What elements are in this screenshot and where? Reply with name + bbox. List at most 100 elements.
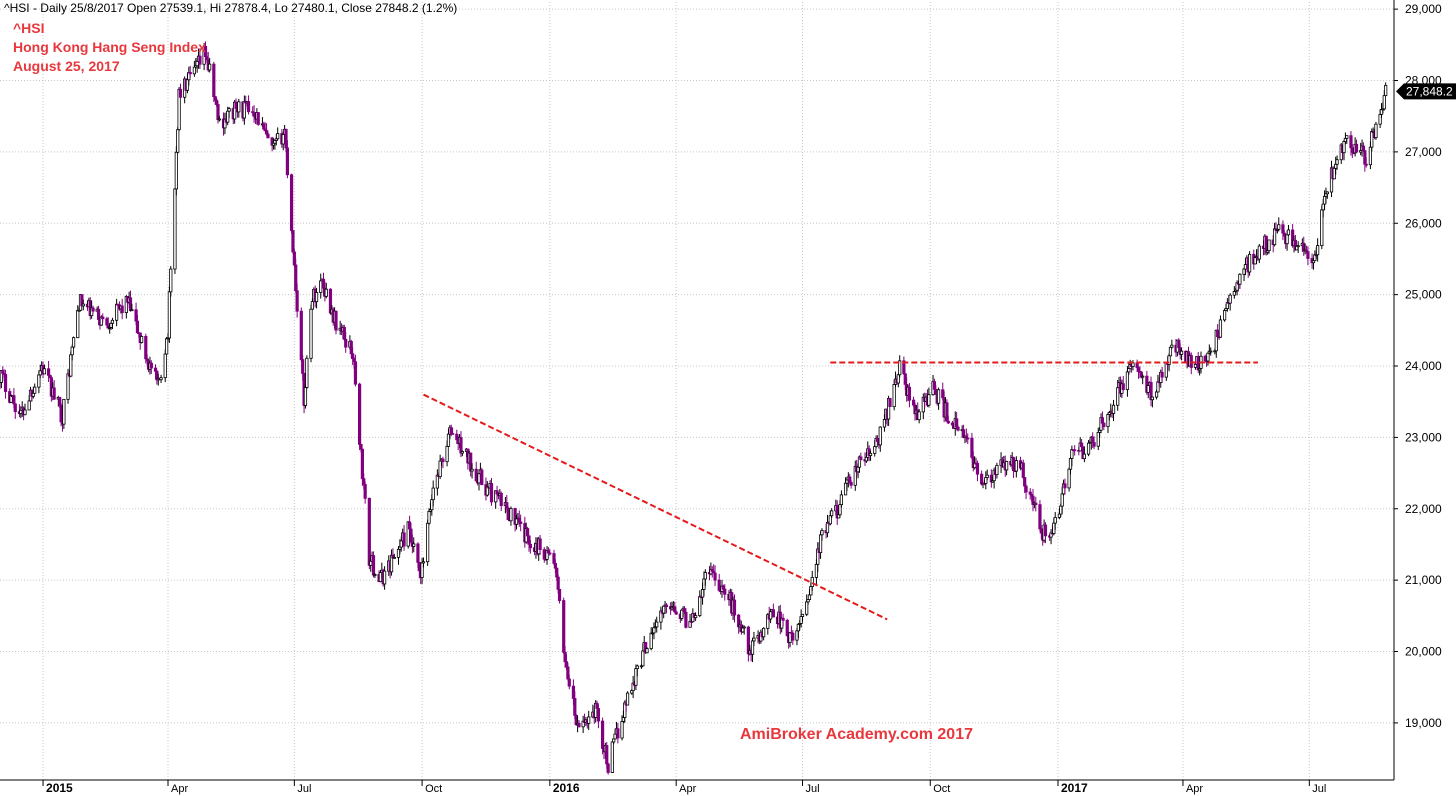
candle [684, 608, 688, 629]
candle-body-up [662, 605, 666, 614]
candle-body-up [435, 474, 439, 489]
candle-body-up [169, 268, 173, 293]
candle-body-down [1135, 362, 1139, 369]
candle-body-down [1177, 339, 1181, 349]
candle-body-up [514, 518, 519, 525]
candle-body-down [402, 532, 406, 547]
y-tick-label: 27,000 [1405, 145, 1442, 159]
candle [1005, 460, 1009, 476]
candle-body-down [1091, 436, 1095, 443]
candle [46, 360, 51, 383]
candle [391, 548, 395, 559]
candle-body-up [1014, 460, 1018, 472]
candle-body-down [527, 535, 531, 545]
candle-body-up [1257, 245, 1261, 260]
candle [818, 531, 823, 559]
y-tick-label: 20,000 [1405, 645, 1442, 659]
candle [155, 369, 159, 385]
candle [426, 519, 430, 566]
candle-body-down [542, 549, 546, 560]
candle-body-up [412, 543, 416, 547]
candle-body-up [217, 118, 221, 121]
candle-body-down [246, 101, 251, 113]
candle-body-down [975, 462, 980, 475]
candle [167, 286, 171, 343]
candle-body-up [1384, 84, 1388, 97]
candle [1160, 366, 1164, 384]
candle [3, 369, 8, 399]
candle-body-up [174, 151, 178, 190]
candle [1049, 529, 1053, 545]
candle-body-down [528, 543, 532, 549]
x-tick-label: Jul [806, 783, 820, 795]
candle [800, 613, 805, 622]
candle [635, 664, 639, 677]
candle-body-down [746, 626, 750, 655]
candle-body-down [416, 543, 420, 563]
candle-body-up [805, 601, 809, 615]
candle-body-down [1160, 371, 1164, 378]
candle [1218, 315, 1223, 338]
candle-body-down [875, 437, 880, 442]
candle [652, 622, 656, 640]
candle [1363, 150, 1367, 172]
candle-body-up [81, 303, 85, 307]
candle [81, 299, 85, 311]
candle-body-down [1, 370, 5, 374]
candle-body-down [13, 403, 17, 413]
candle-body-down [506, 507, 510, 521]
candle-body-up [445, 445, 449, 463]
candle-body-up [1296, 245, 1300, 248]
candle [1248, 251, 1252, 276]
candle-body-up [281, 133, 285, 145]
candle-body-down [474, 468, 478, 482]
candle [363, 481, 367, 504]
candle-body-down [1100, 417, 1105, 424]
candle-body-down [564, 661, 569, 668]
candle-body-down [1121, 383, 1125, 390]
candle-body-up [917, 411, 921, 421]
candle [42, 364, 47, 375]
candle [334, 310, 338, 335]
last-price-tag [1396, 83, 1456, 100]
candle-body-up [208, 63, 212, 71]
candle-body-up [446, 433, 451, 447]
candle [305, 355, 309, 390]
candle-body-up [1322, 195, 1327, 205]
candle [149, 360, 153, 374]
candle [373, 573, 377, 579]
candle [581, 715, 585, 734]
candle [709, 562, 713, 576]
candle-body-down [941, 389, 945, 399]
candle-body-up [984, 477, 988, 484]
candle-body-up [70, 346, 74, 356]
candle-body-down [212, 63, 216, 98]
candle-body-down [1092, 442, 1096, 447]
candle [438, 454, 442, 480]
candle-body-up [227, 108, 231, 112]
candle [1232, 286, 1236, 299]
candle-body-up [864, 456, 868, 462]
candle [291, 229, 295, 254]
candle [212, 61, 216, 102]
candle [358, 382, 362, 451]
candle-body-up [159, 377, 163, 381]
candle [552, 549, 556, 566]
candle-body-up [396, 548, 401, 558]
candle [625, 691, 630, 706]
candle-body-down [266, 133, 270, 139]
candle [344, 331, 348, 353]
candle [1306, 246, 1310, 266]
candle-body-down [417, 561, 421, 572]
candle [159, 374, 163, 384]
candle-body-up [1156, 381, 1160, 393]
candle [69, 351, 73, 378]
candle [1207, 344, 1211, 355]
candle-body-up [868, 452, 873, 456]
candle [956, 425, 960, 432]
candle-body-down [52, 387, 56, 400]
candle-body-up [373, 574, 377, 576]
candle-body-down [459, 437, 463, 454]
candle [120, 298, 124, 320]
candle-body-up [882, 419, 887, 428]
